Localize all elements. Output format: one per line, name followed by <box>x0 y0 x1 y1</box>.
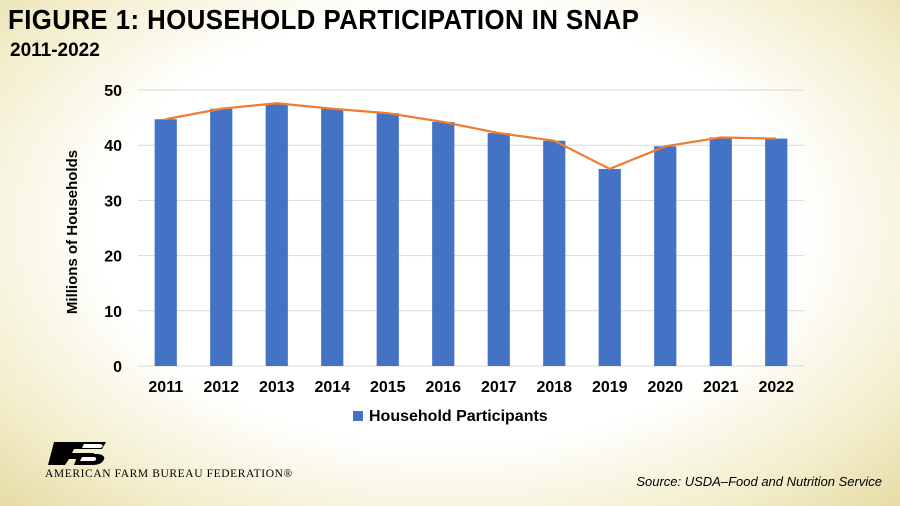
bar <box>210 108 233 366</box>
bar <box>154 119 177 366</box>
x-tick-label: 2014 <box>314 379 350 396</box>
bar <box>376 113 399 367</box>
bar <box>321 108 344 366</box>
y-tick-labels: 0 10 20 30 40 50 <box>104 83 122 376</box>
legend: Household Participants <box>353 408 548 425</box>
bar <box>487 133 510 366</box>
source-note: Source: USDA–Food and Nutrition Service <box>636 474 882 489</box>
x-tick-labels: 2011 2012 2013 2014 2015 2016 2017 2018 2019 2020… <box>148 379 794 396</box>
x-tick-label: 2017 <box>481 379 517 396</box>
gridlines <box>138 89 804 367</box>
x-tick-label: 2021 <box>703 379 739 396</box>
legend-label: Household Participants <box>369 408 548 425</box>
y-tick-label: 0 <box>113 359 122 376</box>
legend-swatch <box>353 411 363 421</box>
y-tick-label: 40 <box>104 138 122 155</box>
x-tick-label: 2016 <box>425 379 461 396</box>
line-path <box>165 102 777 171</box>
y-tick-label: 30 <box>104 193 122 210</box>
bar <box>265 103 288 367</box>
x-tick-label: 2013 <box>259 379 295 396</box>
x-tick-label: 2012 <box>203 379 239 396</box>
line-series <box>165 102 777 171</box>
x-tick-label: 2015 <box>370 379 406 396</box>
org-name: AMERICAN FARM BUREAU FEDERATION® <box>45 468 293 480</box>
y-tick-label: 20 <box>104 249 122 266</box>
chart-title: FIGURE 1: HOUSEHOLD PARTICIPATION IN SNA… <box>8 4 640 35</box>
x-tick-label: 2018 <box>536 379 572 396</box>
bar <box>654 146 677 366</box>
bar <box>765 138 788 366</box>
x-tick-label: 2022 <box>758 379 794 396</box>
bar <box>598 168 621 366</box>
bar-series <box>154 103 788 367</box>
x-tick-label: 2020 <box>647 379 683 396</box>
chart-subtitle: 2011-2022 <box>10 40 100 61</box>
x-tick-label: 2011 <box>148 379 183 396</box>
bar <box>543 140 566 366</box>
y-tick-label: 50 <box>104 83 122 100</box>
bar <box>432 122 455 367</box>
y-axis-label: Millions of Households <box>64 150 81 314</box>
bar <box>709 137 732 366</box>
y-tick-label: 10 <box>104 304 122 321</box>
x-tick-label: 2019 <box>592 379 628 396</box>
farm-bureau-fb-icon <box>48 442 106 465</box>
